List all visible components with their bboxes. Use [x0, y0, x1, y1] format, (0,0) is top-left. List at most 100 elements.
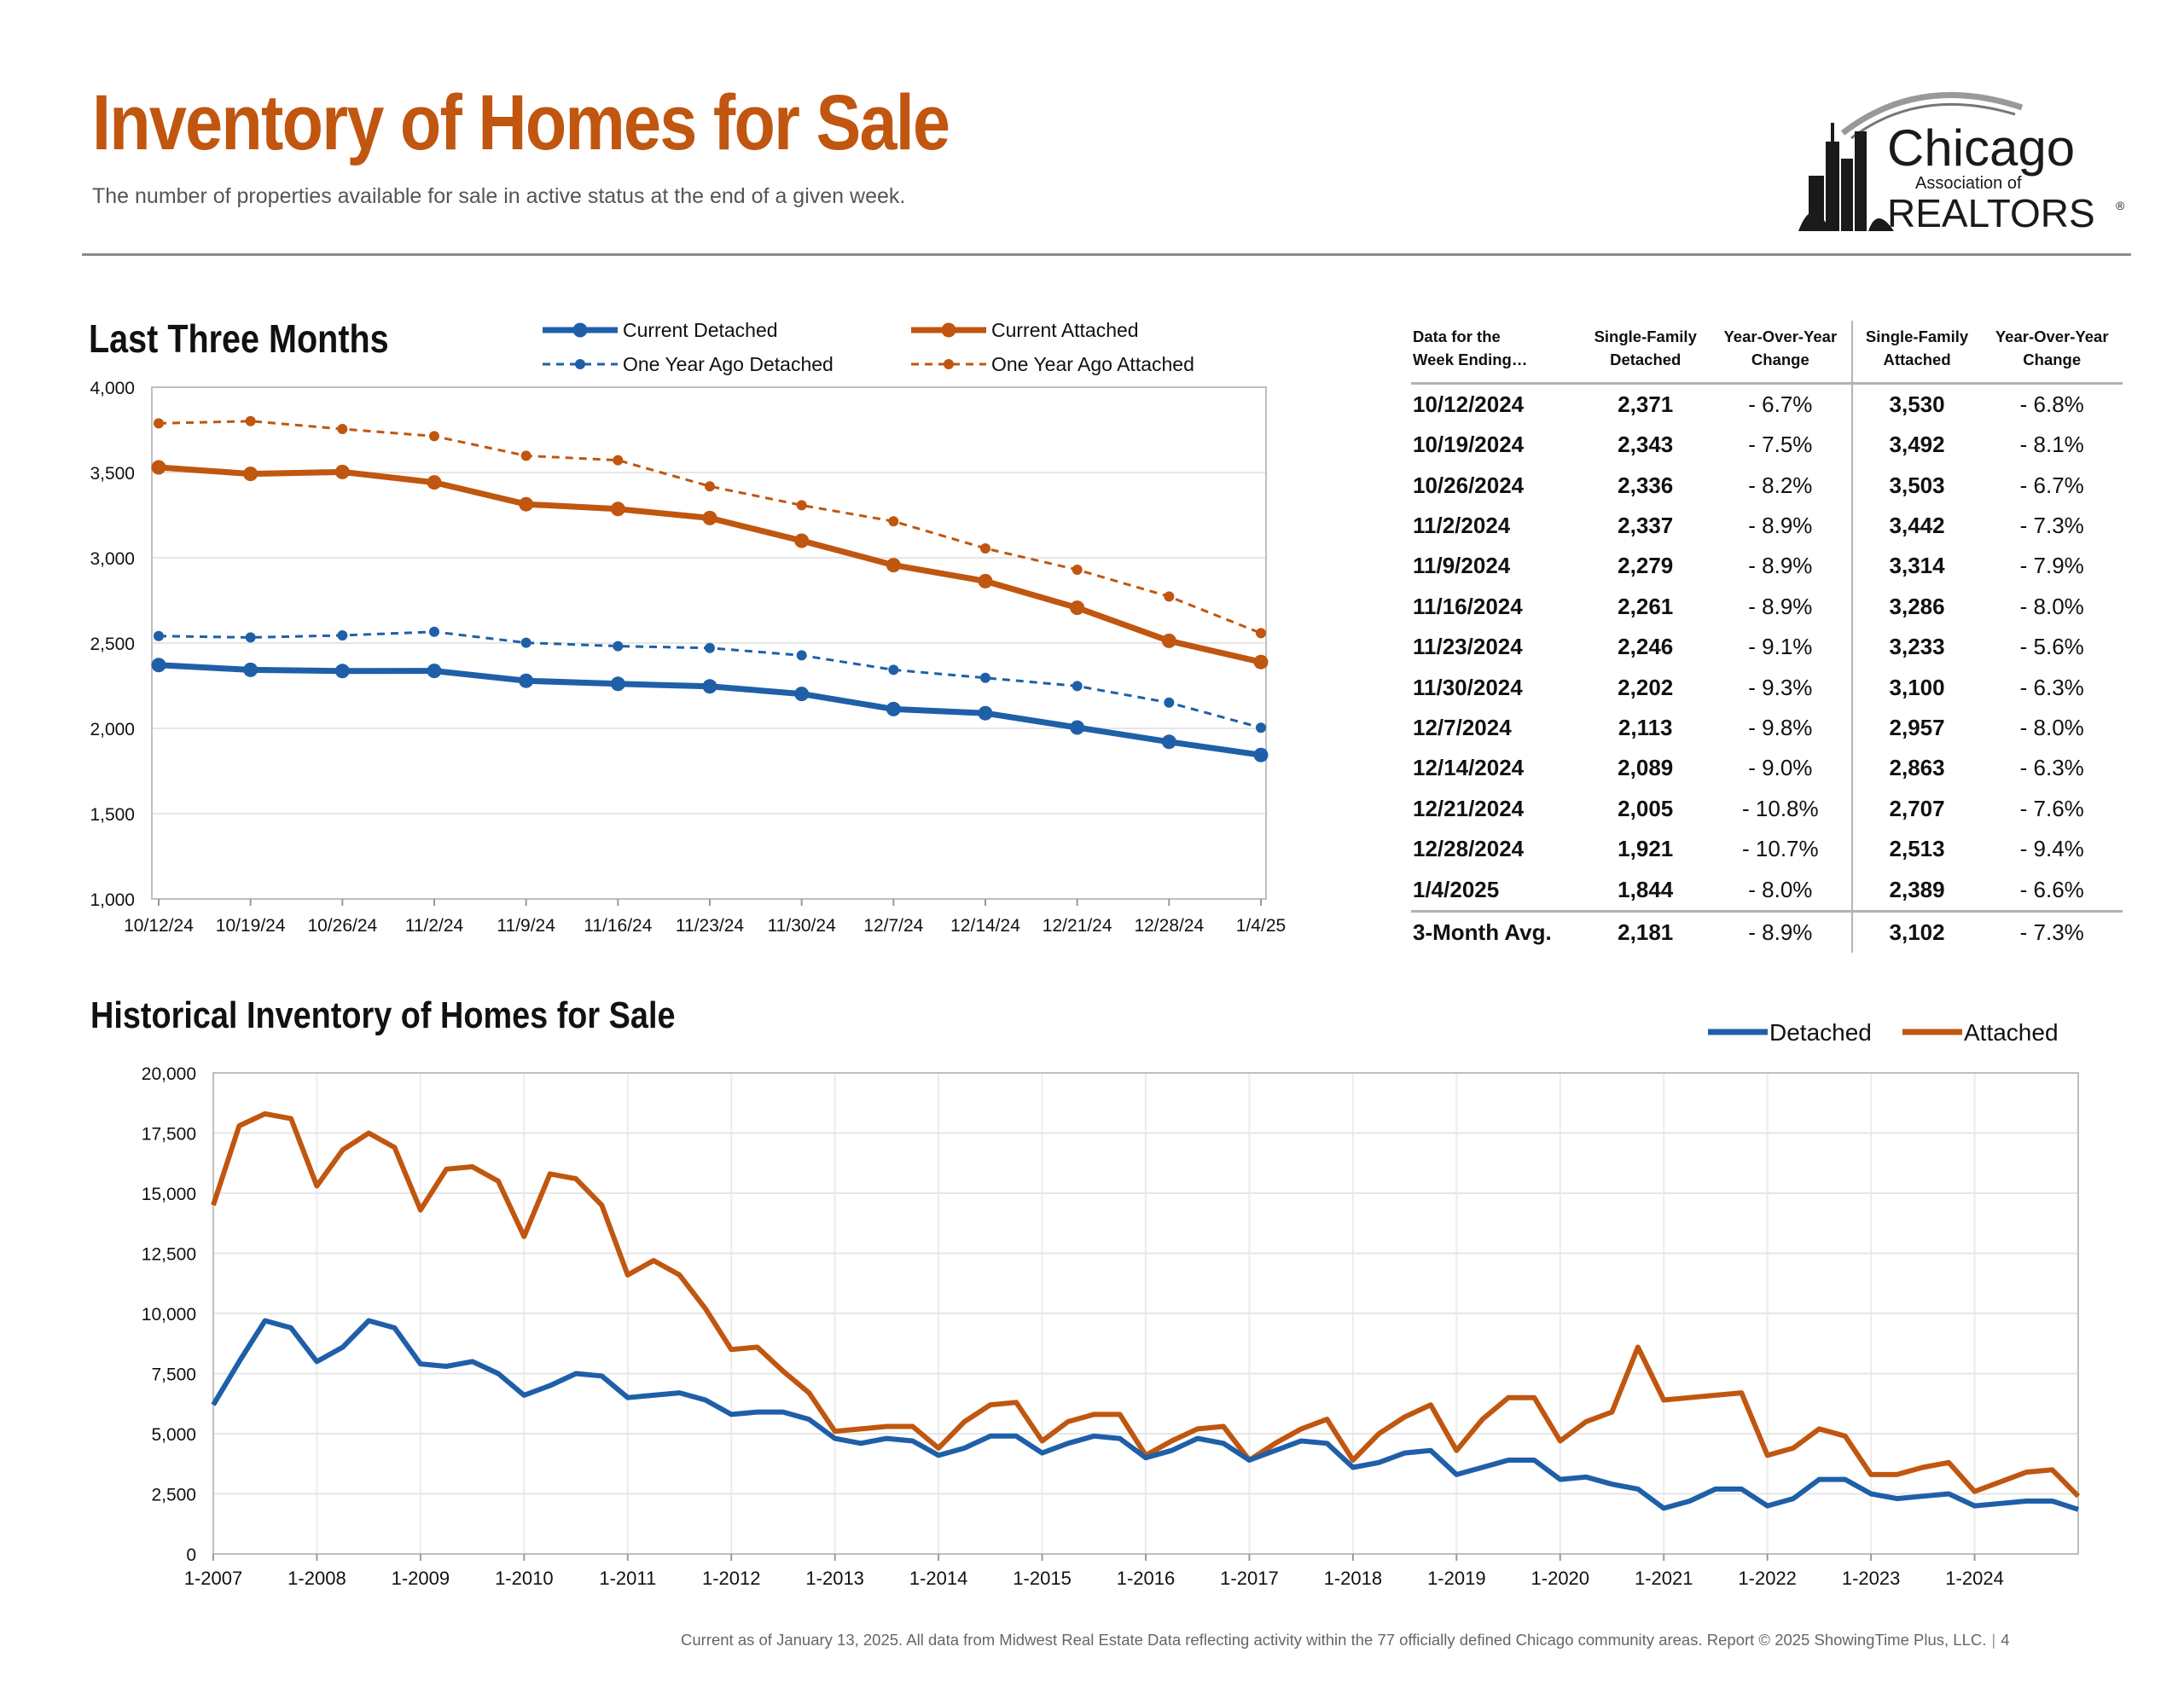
x-tick-label: 11/9/24: [497, 916, 555, 936]
cell-week: 11/23/2024: [1413, 634, 1523, 660]
svg-text:Association of: Association of: [1915, 174, 2022, 193]
cell-avg-attached: 3,102: [1850, 909, 1982, 954]
cell-attached-yoy: - 9.4%: [2019, 836, 2084, 862]
data-point: [794, 533, 810, 548]
data-point: [243, 467, 258, 482]
data-point: [796, 650, 807, 661]
y-tick-label: 20,000: [142, 1064, 196, 1084]
x-tick-label: 1-2021: [1635, 1568, 1693, 1586]
x-tick-label: 10/12/24: [124, 916, 194, 936]
cell-avg-attached-yoy: - 7.3%: [1981, 909, 2123, 954]
cell-week: 11/2/2024: [1413, 512, 1511, 538]
historical-inventory-chart: 0 2,500 5,000 7,500 10,000 12,500 15,000 17,500…: [142, 1019, 2081, 1586]
header-attached: Single-Family Attached: [1850, 321, 1982, 385]
page-subtitle: The number of properties available for s…: [92, 184, 906, 208]
cell-attached: 3,233: [1850, 626, 1982, 668]
legend-label: Detached: [1769, 1019, 1872, 1046]
x-tick-label: 1-2008: [288, 1568, 346, 1586]
y-tick-label: 4,000: [90, 379, 135, 398]
x-tick-label: 1-2012: [702, 1568, 761, 1586]
legend-label: Current Detached: [623, 319, 778, 341]
data-point: [334, 664, 350, 679]
weekly-inventory-table: Data for the Week Ending… Single-Family De…: [1411, 321, 2123, 954]
cell-attached-yoy: - 6.6%: [2019, 876, 2084, 902]
x-tick-label: 12/28/24: [1134, 916, 1204, 936]
legend-label: Current Attached: [991, 319, 1139, 341]
data-point: [520, 450, 531, 461]
data-point: [334, 464, 350, 479]
cell-attached: 3,492: [1850, 425, 1982, 466]
data-point: [1070, 720, 1085, 735]
page-title: Inventory of Homes for Sale: [92, 79, 950, 166]
data-point: [245, 632, 256, 643]
cell-attached-yoy: - 5.6%: [2019, 634, 2084, 660]
data-point: [337, 630, 348, 641]
cell-week: 12/7/2024: [1413, 714, 1512, 740]
cell-detached-yoy: - 9.0%: [1748, 755, 1813, 781]
table-row: 11/16/2024 2,261 - 8.9% 3,286 - 8.0%: [1411, 586, 2123, 627]
data-point: [151, 460, 166, 475]
series-line: [158, 464, 1262, 665]
x-tick-label: 10/26/24: [307, 916, 377, 936]
cell-detached-yoy: - 7.5%: [1748, 432, 1813, 458]
cell-avg-label: 3-Month Avg.: [1411, 909, 1582, 954]
cell-attached-yoy: - 8.0%: [2019, 714, 2084, 740]
data-point: [245, 415, 256, 426]
x-tick-label: 1-2024: [1945, 1568, 2004, 1586]
table-row: 11/23/2024 2,246 - 9.1% 3,233 - 5.6%: [1411, 626, 2123, 668]
header-divider: [82, 253, 2131, 256]
table-row: 10/19/2024 2,343 - 7.5% 3,492 - 8.1%: [1411, 425, 2123, 466]
cell-detached-yoy: - 9.1%: [1748, 634, 1813, 660]
data-point: [429, 626, 439, 637]
header-detached-yoy: Year-Over-Year Change: [1709, 321, 1852, 385]
data-point: [886, 701, 901, 716]
cell-detached: 2,343: [1618, 432, 1674, 458]
data-point: [154, 630, 164, 641]
table-row: 12/21/2024 2,005 - 10.8% 2,707 - 7.6%: [1411, 788, 2123, 829]
data-point: [1072, 681, 1083, 692]
cell-week: 10/19/2024: [1413, 432, 1525, 458]
data-point: [427, 475, 442, 490]
chicago-realtors-logo: Chicago Association of REALTORS ®: [1798, 91, 2125, 235]
data-point: [1161, 633, 1176, 648]
x-tick-label: 1-2020: [1531, 1568, 1590, 1586]
cell-attached-yoy: - 7.6%: [2019, 795, 2084, 821]
header-attached-yoy: Year-Over-Year Change: [1981, 321, 2123, 385]
data-point: [243, 662, 258, 677]
x-tick-label: 12/7/24: [863, 916, 923, 936]
footer-note: Current as of January 13, 2025. All data…: [681, 1631, 2009, 1649]
cell-week: 1/4/2025: [1413, 876, 1500, 902]
data-point: [613, 455, 624, 466]
data-point: [429, 431, 439, 442]
cell-detached-yoy: - 9.8%: [1748, 714, 1813, 740]
last-three-months-chart: 1,000 1,500 2,000 2,500 3,000 3,500 4,000 10/12…: [90, 319, 1286, 936]
cell-detached: 2,113: [1618, 714, 1673, 740]
section-title-last-three-months: Last Three Months: [89, 316, 389, 361]
cell-attached: 3,530: [1850, 383, 1982, 426]
y-tick-label: 7,500: [151, 1365, 196, 1385]
table-row: 1/4/2025 1,844 - 8.0% 2,389 - 6.6%: [1411, 869, 2123, 912]
y-tick-label: 17,500: [142, 1125, 196, 1145]
cell-week: 11/16/2024: [1413, 593, 1523, 619]
data-point: [1072, 565, 1083, 575]
cell-attached-yoy: - 8.1%: [2019, 432, 2084, 458]
cell-detached: 2,246: [1618, 634, 1674, 660]
cell-detached-yoy: - 10.7%: [1742, 836, 1819, 862]
legend-label: One Year Ago Detached: [623, 353, 834, 375]
page-number: 4: [2001, 1631, 2010, 1649]
cell-attached: 2,389: [1850, 869, 1982, 912]
data-point: [519, 496, 534, 512]
data-point: [978, 573, 993, 588]
legend-marker: [941, 322, 956, 338]
cell-detached-yoy: - 8.9%: [1748, 512, 1813, 538]
y-tick-label: 3,000: [90, 549, 135, 569]
cell-week: 10/26/2024: [1413, 472, 1525, 498]
x-tick-label: 1-2022: [1738, 1568, 1797, 1586]
x-tick-label: 12/14/24: [950, 916, 1020, 936]
data-point: [702, 679, 717, 694]
data-point: [705, 642, 715, 653]
cell-avg-detached: 2,181: [1581, 909, 1710, 954]
cell-week: 12/28/2024: [1413, 836, 1525, 862]
data-point: [794, 687, 810, 702]
series-line: [211, 1318, 2079, 1512]
